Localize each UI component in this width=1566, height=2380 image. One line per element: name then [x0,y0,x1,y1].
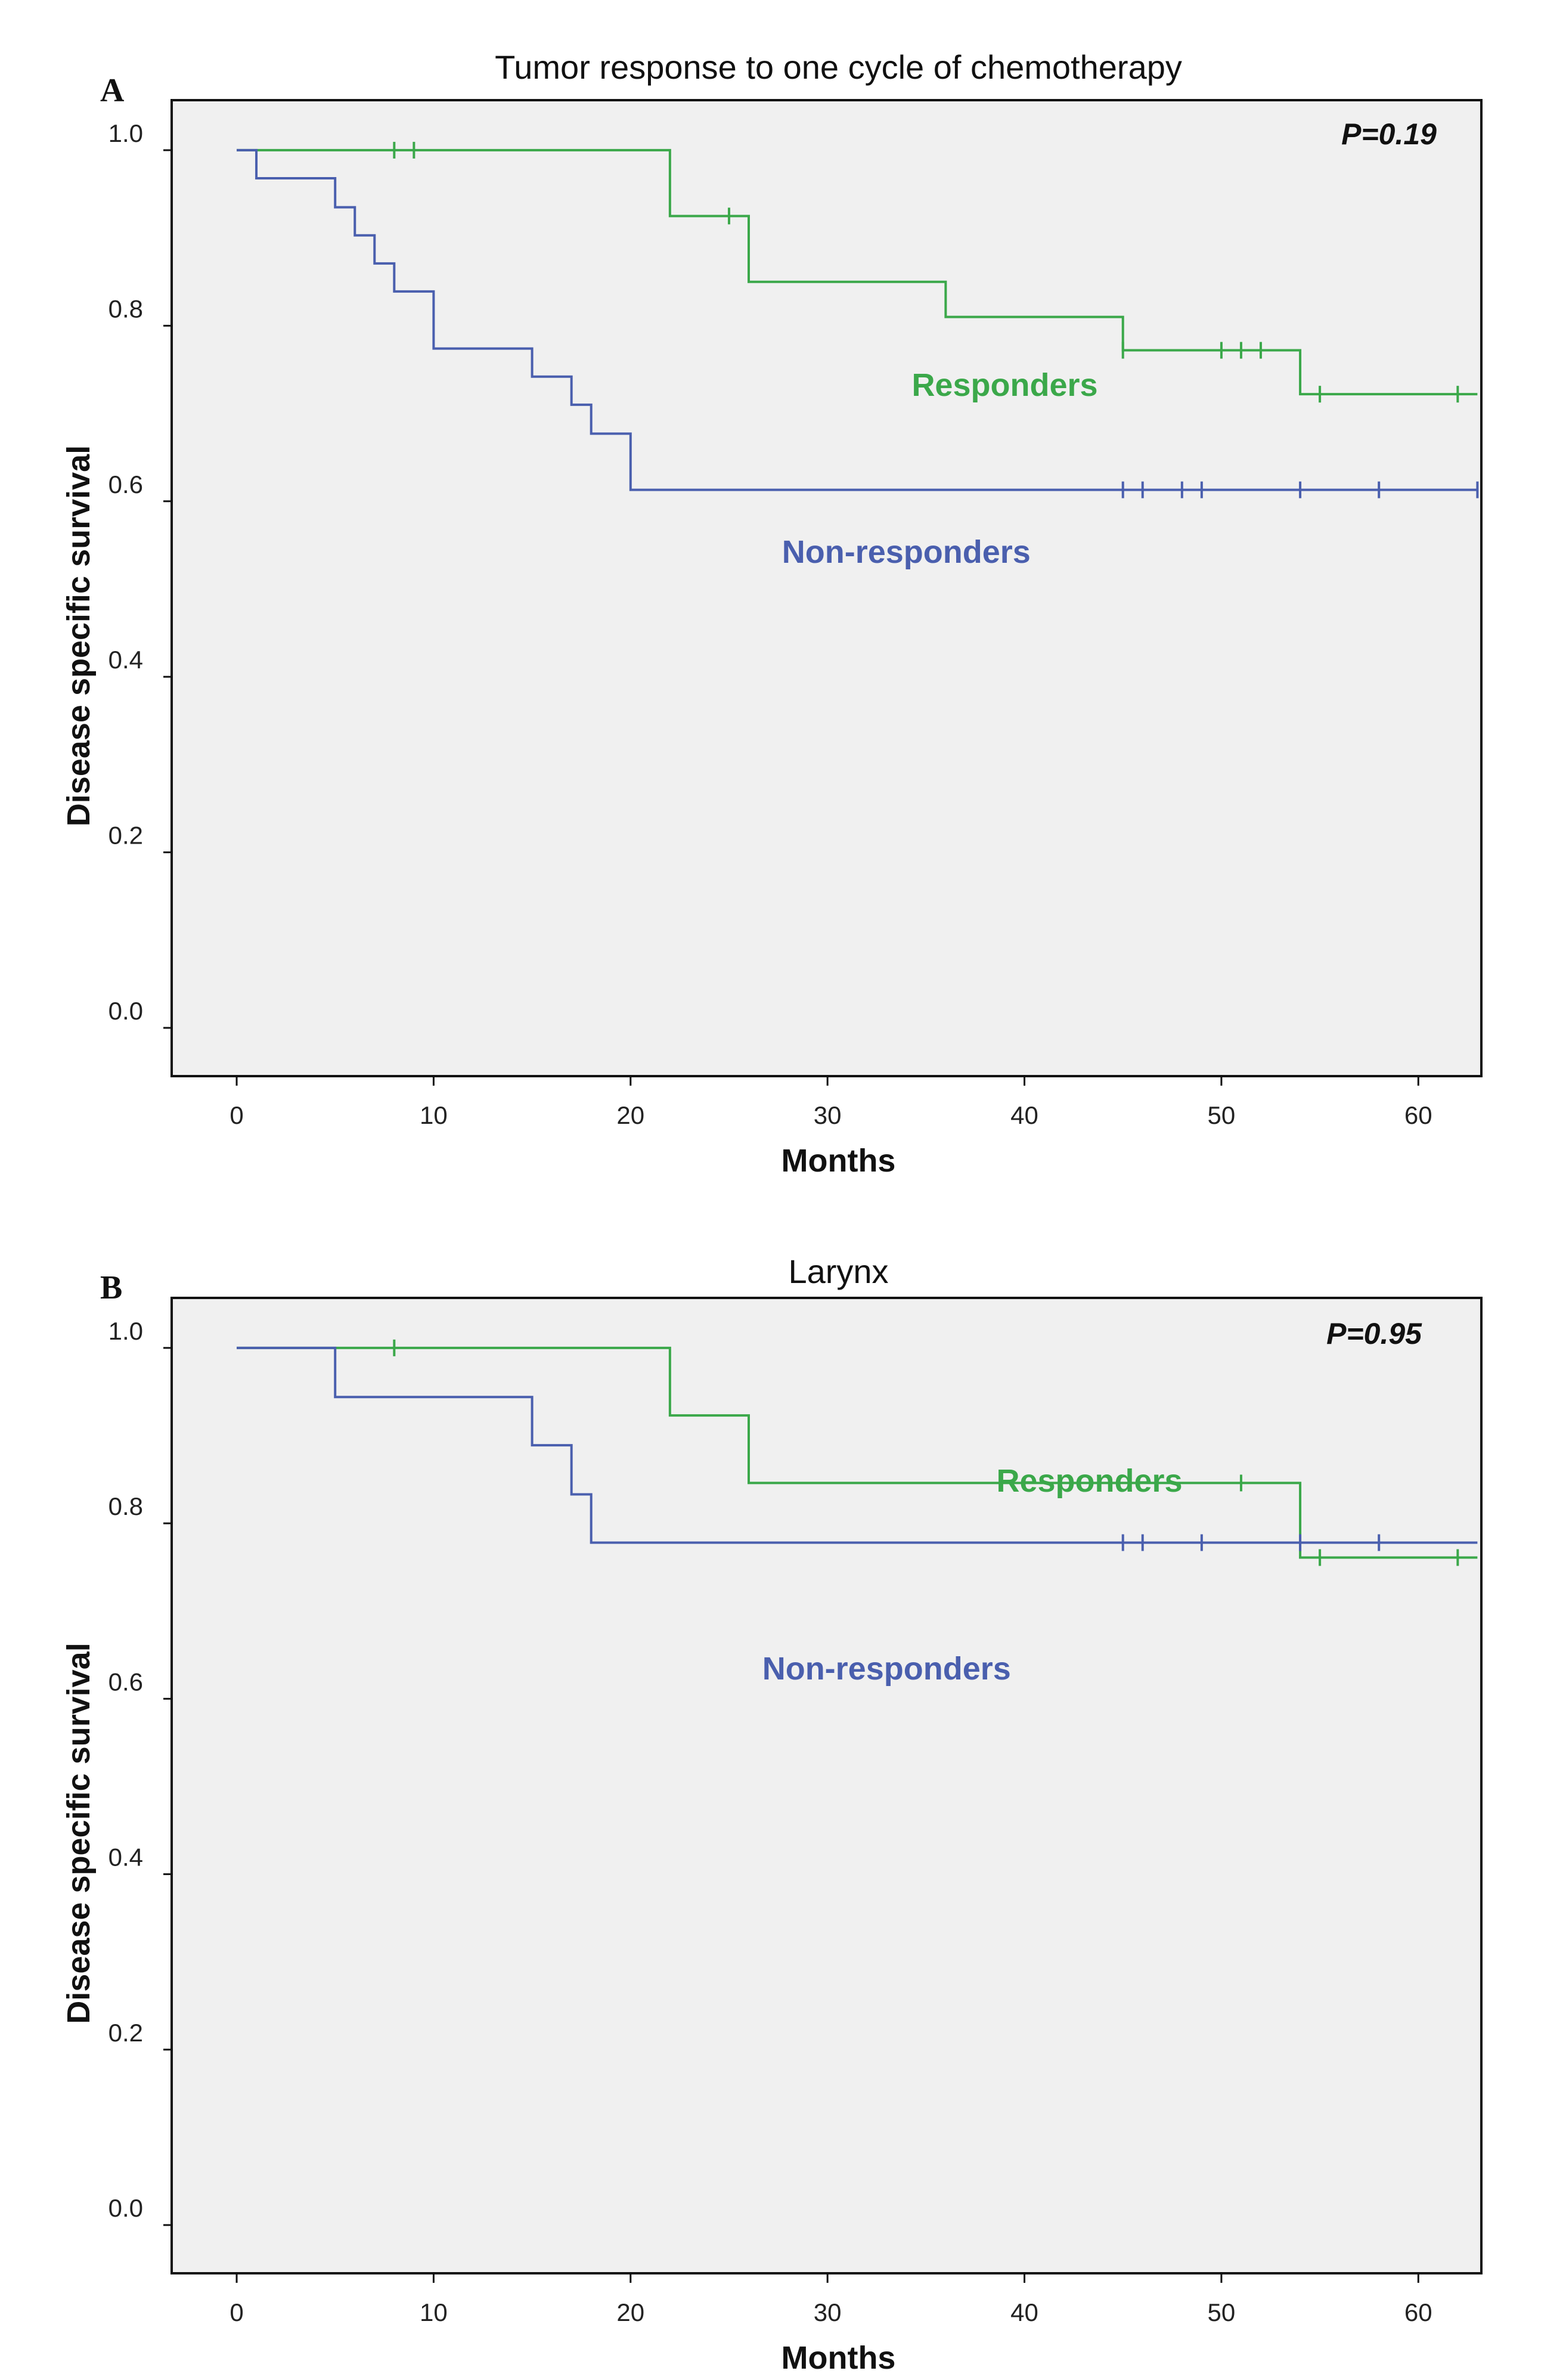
survival-curve [237,148,1478,491]
chart-title: Tumor response to one cycle of chemother… [495,48,1182,86]
y-tick-label: 0.2 [108,822,143,850]
y-axis-label: Disease specific survival [61,1643,97,2023]
series-label: Responders [997,1463,1183,1499]
y-tick-label: 1.0 [108,119,143,147]
plot-area [170,99,1483,1077]
y-tick-label: 0.0 [108,997,143,1025]
series-label: Responders [911,367,1097,403]
y-tick-label: 0.6 [108,470,143,498]
y-tick-label: 0.8 [108,1492,143,1520]
y-tick-label: 1.0 [108,1317,143,1345]
x-tick-label: 60 [1404,2298,1432,2326]
y-tick-label: 0.8 [108,295,143,323]
survival-curve [237,148,1478,396]
y-tick-label: 0.6 [108,1668,143,1696]
x-tick-label: 60 [1404,1101,1432,1129]
y-axis-label: Disease specific survival [61,445,97,826]
series-non-responders: Non-responders [237,148,1479,570]
series-responders: Responders [237,141,1478,403]
x-tick-label: 30 [814,2298,842,2326]
y-tick-label: 0.2 [108,2019,143,2047]
x-tick-label: 50 [1208,2298,1236,2326]
p-value: P=0.19 [1341,117,1437,151]
chart-panel-b: Larynx B P=0.95 0.0 0.2 0.4 0.6 0.8 1.0 0 10 20 30 40… [61,1253,1483,2376]
y-tick-label: 0.4 [108,1843,143,1871]
x-tick-label: 20 [616,2298,644,2326]
y-tick-label: 0.4 [108,646,143,674]
plot-area [170,1297,1483,2274]
x-tick-label: 10 [420,2298,448,2326]
x-tick-label: 30 [814,1101,842,1129]
series-label: Non-responders [762,1651,1011,1687]
x-tick-label: 40 [1010,2298,1038,2326]
panel-letter: A [100,72,125,109]
series-non-responders: Non-responders [237,1346,1478,1687]
x-tick-label: 10 [420,1101,448,1129]
survival-curve [237,1346,1478,1544]
chart-panel-a: Tumor response to one cycle of chemother… [61,48,1483,1179]
x-axis-label: Months [782,1143,896,1179]
series-label: Non-responders [782,534,1031,570]
y-tick-label: 0.0 [108,2194,143,2222]
x-axis-label: Months [782,2340,896,2376]
panel-letter: B [100,1269,122,1306]
x-tick-label: 0 [230,2298,243,2326]
chart-title: Larynx [788,1253,888,1290]
x-tick-label: 50 [1208,1101,1236,1129]
x-tick-label: 20 [616,1101,644,1129]
p-value: P=0.95 [1326,1317,1422,1350]
x-tick-label: 0 [230,1101,243,1129]
x-tick-label: 40 [1010,1101,1038,1129]
